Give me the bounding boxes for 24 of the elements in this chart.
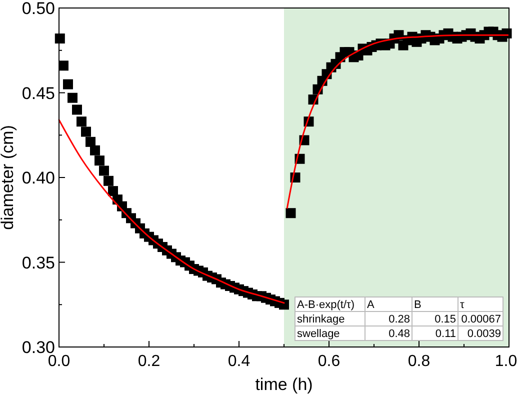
x-tick-label: 1.0 <box>494 353 518 370</box>
y-tick-label: 0.35 <box>22 253 55 272</box>
annotation: A <box>367 299 375 311</box>
y-tick-label: 0.50 <box>22 0 55 18</box>
y-tick-label: 0.45 <box>22 84 55 103</box>
y-tick-label: 0.40 <box>22 168 55 188</box>
annotation: swellage <box>297 328 340 340</box>
x-tick-label: 0.2 <box>138 353 160 370</box>
annotation: B <box>414 299 422 311</box>
annotation: τ <box>460 299 465 311</box>
x-tick-label: 0.6 <box>318 353 340 370</box>
x-tick-label: 0.8 <box>408 353 430 370</box>
annotation: 0.48 <box>388 328 410 340</box>
annotation: 0.28 <box>388 314 410 326</box>
x-axis-title: time (h) <box>255 375 313 394</box>
annotation: 0.11 <box>435 328 456 340</box>
annotation: 0.0039 <box>467 328 501 340</box>
annotation: 0.15 <box>434 314 456 326</box>
x-tick-label: 0.4 <box>228 353 250 370</box>
y-axis-title: diameter (cm) <box>0 125 17 230</box>
annotation: A-B·exp(t/τ) <box>297 299 355 311</box>
annotation: 0.00067 <box>461 314 501 326</box>
x-tick-label: 0.0 <box>48 353 70 370</box>
annotation: shrinkage <box>297 314 345 326</box>
